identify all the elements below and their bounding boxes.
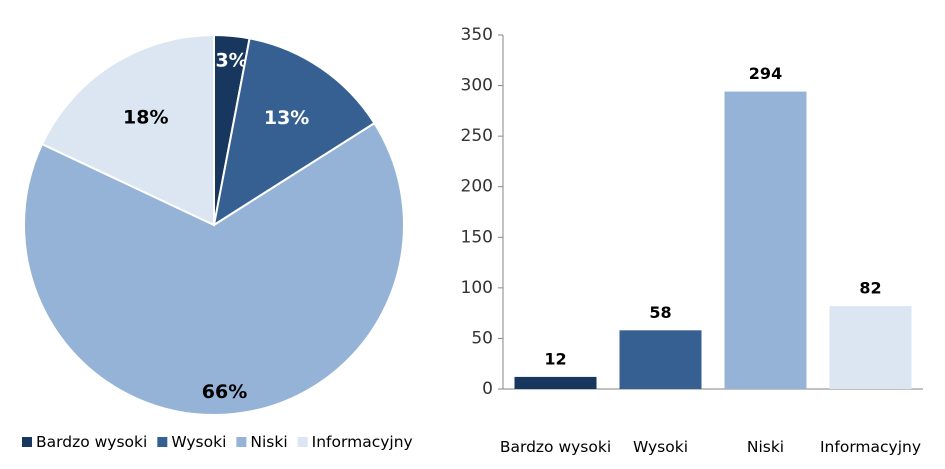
pie-slice-informacyjny (40, 33, 215, 227)
x-category-label-niski: Niski (747, 438, 784, 456)
legend-label-bardzo-wysoki: Bardzo wysoki (36, 433, 147, 451)
y-tick-label: 300 (461, 76, 493, 96)
legend-swatch-niski (236, 437, 247, 447)
bar-chart: 0 50 100 150 200 250 300 350 12 Bardzo wysoki 58 Wy… (461, 25, 923, 456)
legend-label-niski: Niski (250, 433, 287, 451)
x-category-label-informacyjny: Informacyjny (820, 438, 921, 456)
bar-niski (724, 91, 807, 389)
y-tick-label: 150 (461, 227, 493, 247)
legend-swatch-wysoki (157, 437, 168, 447)
y-tick-label: 100 (461, 278, 493, 298)
pie-label-wysoki: 13% (264, 107, 309, 129)
y-tick-label: 350 (461, 25, 493, 45)
pie-label-niski: 66% (202, 381, 247, 403)
pie-label-bardzo-wysoki: 3% (215, 49, 247, 71)
pie-chart: 3% 13% 66% 18% (23, 33, 405, 416)
bar-wysoki (619, 330, 702, 389)
legend-swatch-bardzo-wysoki (22, 437, 32, 447)
bar-data-label-wysoki: 58 (649, 303, 671, 322)
bar-data-label-bardzo-wysoki: 12 (544, 349, 566, 368)
bar-data-label-niski: 294 (749, 64, 782, 83)
pie-slice-niski (23, 121, 405, 416)
legend-swatch-informacyjny (297, 437, 308, 447)
y-tick-label: 50 (471, 328, 493, 348)
y-tick-label: 0 (482, 379, 493, 399)
pie-label-informacyjny: 18% (123, 107, 168, 129)
y-tick-label: 200 (461, 177, 493, 197)
y-tick-label: 250 (461, 126, 493, 146)
bar-bardzo-wysoki (514, 376, 597, 389)
x-category-label-wysoki: Wysoki (633, 438, 688, 456)
x-category-label-bardzo-wysoki: Bardzo wysoki (500, 438, 611, 456)
pie-slice-wysoki (212, 37, 376, 228)
legend-label-informacyjny: Informacyjny (312, 433, 413, 451)
legend-label-wysoki: Wysoki (171, 433, 226, 451)
pie-legend: Bardzo wysoki Wysoki Niski Informacyjny (22, 433, 413, 451)
bar-data-label-informacyjny: 82 (859, 279, 881, 298)
bar-informacyjny (829, 306, 912, 389)
